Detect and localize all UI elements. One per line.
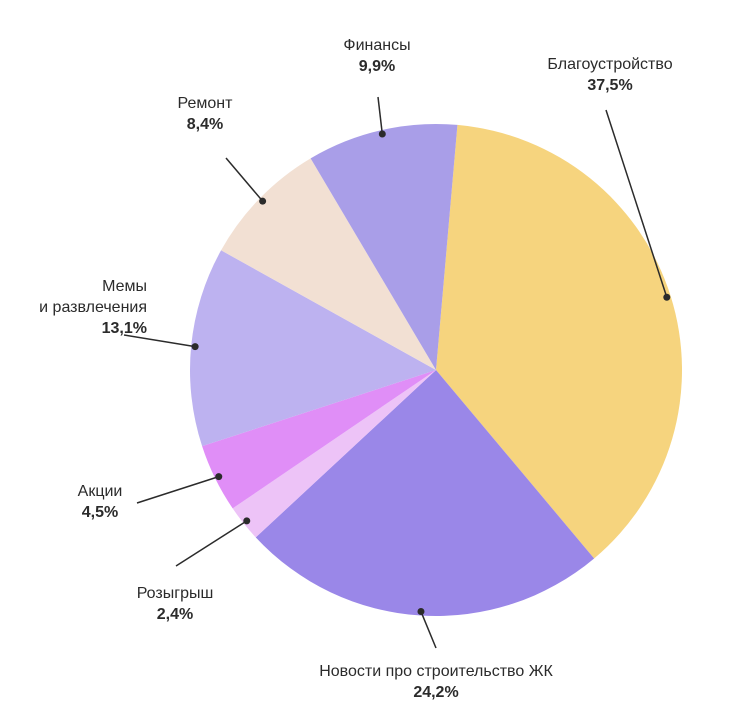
slice-label: Мемы и развлечения 13,1% [0,276,147,339]
pie-slice [232,370,436,538]
pie-slice [221,158,436,370]
leader-line [136,475,219,504]
leader-dot [663,293,671,301]
slice-label: Новости про строительство ЖК 24,2% [276,661,596,703]
leader-line [175,520,248,567]
value-label: 2,4% [156,606,194,623]
slice-label: Финансы 9,9% [307,35,447,77]
value-label: 4,5% [81,504,119,521]
slice-label: Розыгрыш 2,4% [105,583,245,625]
slice-label: Благоустройство 37,5% [530,54,690,96]
leader-line [123,334,196,348]
category-label: Благоустройство [547,56,673,73]
value-label: 24,2% [413,684,459,701]
value-label: 37,5% [587,77,633,94]
pie-slice [310,123,458,370]
slice-label: Ремонт 8,4% [145,93,265,135]
category-label: Акции [77,483,123,500]
pie-slice [255,370,595,616]
category-label: Розыгрыш [136,585,214,602]
pie-slice [189,250,436,447]
leader-line [377,96,384,135]
category-label: Новости про строительство ЖК [319,663,553,680]
leader-dot [417,608,425,616]
leader-dot [378,130,386,138]
leader-dot [191,343,199,351]
category-label: Финансы [343,37,411,54]
value-label: 8,4% [186,116,224,133]
category-label: Мемы и развлечения [39,278,147,316]
pie-slice [436,124,682,559]
pie-slice [202,370,436,509]
value-label: 9,9% [358,58,396,75]
leader-dot [215,473,223,481]
leader-line [225,157,264,202]
slice-label: Акции 4,5% [40,481,160,523]
value-label: 13,1% [101,320,147,337]
category-label: Ремонт [177,95,233,112]
leader-line [605,109,668,298]
leader-dot [243,517,251,525]
leader-dot [259,197,267,205]
leader-line [420,611,437,649]
